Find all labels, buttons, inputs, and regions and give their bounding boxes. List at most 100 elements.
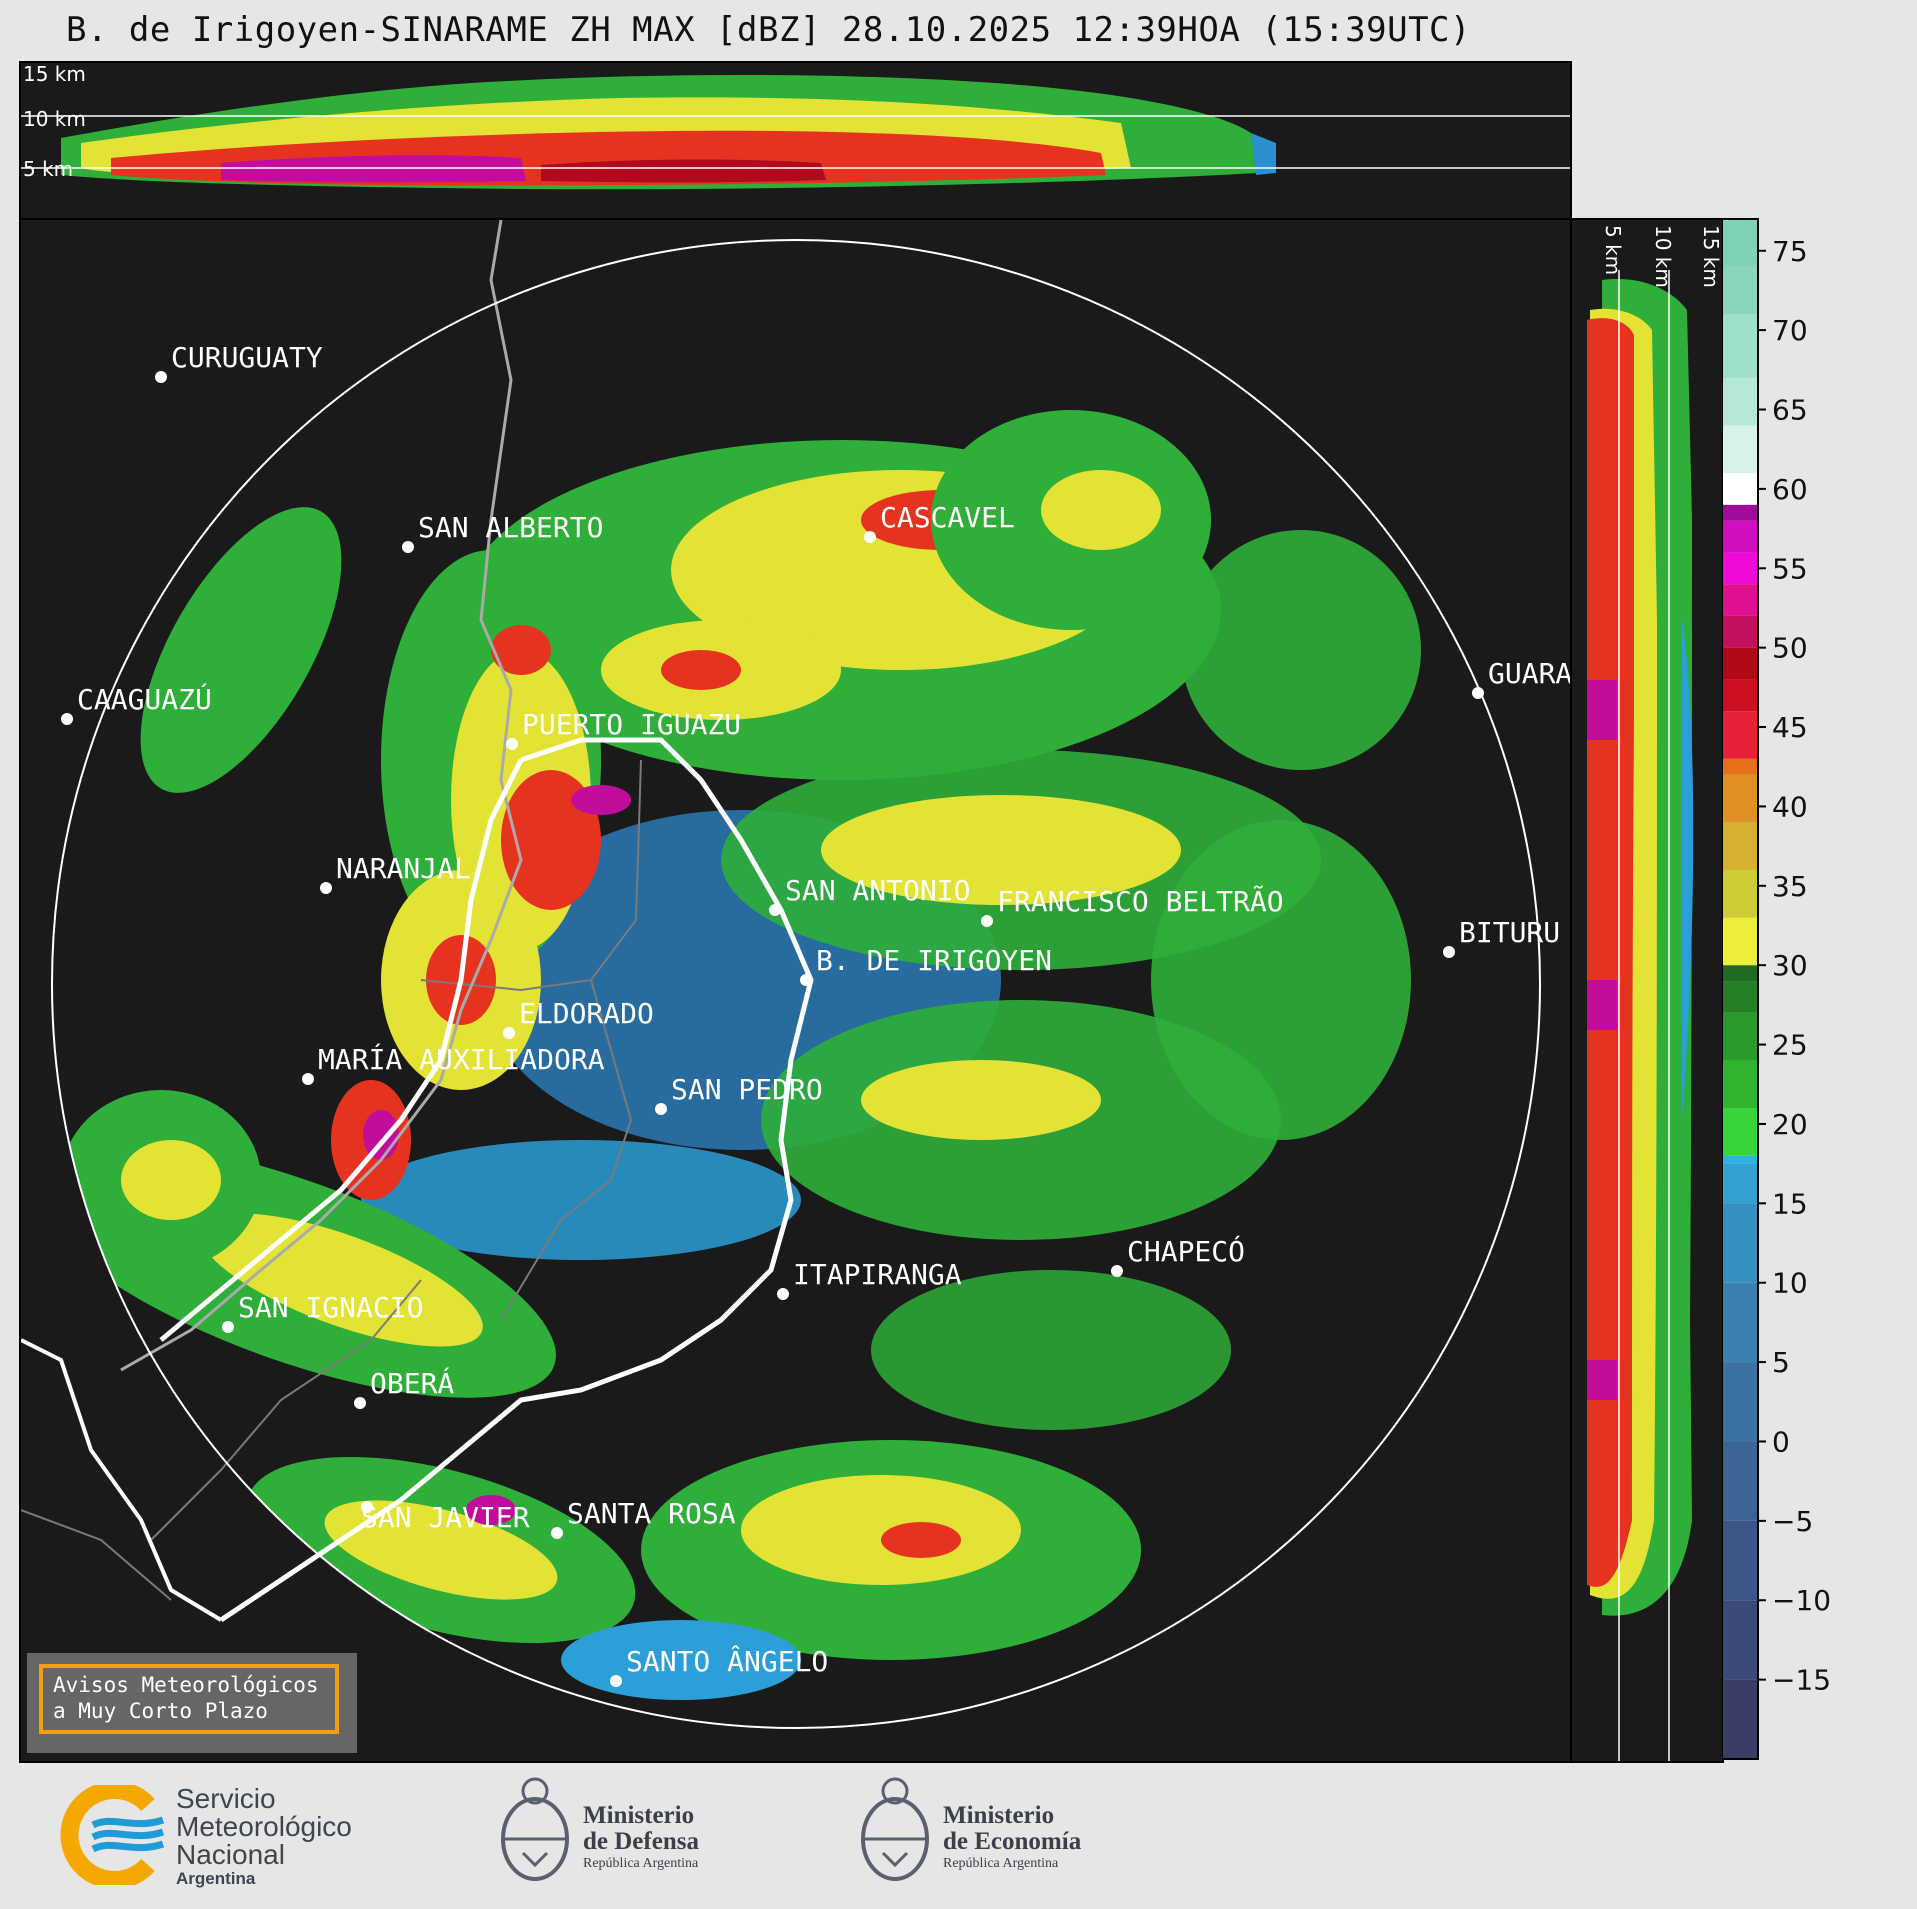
- city-francisco-beltrao[interactable]: FRANCISCO BELTRÃO: [997, 885, 1284, 918]
- side-alt-15: 15 km: [1699, 225, 1722, 288]
- colorbar-segment: [1722, 1362, 1758, 1442]
- smn-emblem-icon: [60, 1785, 165, 1885]
- city-b-de-irigoyen[interactable]: B. DE IRIGOYEN: [816, 944, 1052, 977]
- side-cross-section: 5 km 10 km 15 km: [1570, 218, 1724, 1763]
- colorbar-segment: [1722, 711, 1758, 759]
- colorbar-tick-label: −10: [1772, 1584, 1831, 1617]
- colorbar-tick-label: 15: [1772, 1187, 1808, 1220]
- city-san-pedro[interactable]: SAN PEDRO: [671, 1073, 823, 1106]
- defensa-line-2: de Defensa: [583, 1828, 699, 1855]
- colorbar-segment: [1722, 1203, 1758, 1283]
- colorbar-segment: [1722, 1441, 1758, 1521]
- top-alt-5: 5 km: [23, 157, 73, 181]
- national-shield-icon: [861, 1777, 929, 1881]
- state-borders: [21, 759, 642, 1601]
- colorbar-segment: [1722, 520, 1758, 553]
- colorbar-segment: [1722, 219, 1758, 267]
- top-alt-15: 15 km: [23, 63, 86, 86]
- defensa-logo: Ministerio de Defensa República Argentin…: [495, 1773, 755, 1898]
- range-ring: [51, 239, 1541, 1729]
- city-puerto-iguazu[interactable]: PUERTO IGUAZU: [522, 708, 741, 741]
- top-cross-section: 15 km 10 km 5 km: [19, 61, 1572, 220]
- city-maria-auxiliadora[interactable]: MARÍA AUXILIADORA: [318, 1042, 605, 1076]
- colorbar-segment: [1722, 1163, 1758, 1204]
- parana-river: [159, 758, 524, 1342]
- page-title: B. de Irigoyen-SINARAME ZH MAX [dBZ] 28.…: [66, 10, 1471, 50]
- economia-line-1: Ministerio: [943, 1802, 1055, 1829]
- smn-line-4: Argentina: [176, 1869, 256, 1888]
- colorbar-segments: [1722, 219, 1758, 1759]
- paraguay-border: [120, 220, 523, 1372]
- city-san-alberto[interactable]: SAN ALBERTO: [418, 511, 603, 544]
- colorbar-segment: [1722, 1600, 1758, 1680]
- colorbar-tick-label: −5: [1772, 1505, 1813, 1538]
- colorbar-tick-label: 60: [1772, 473, 1808, 506]
- city-itapiranga[interactable]: ITAPIRANGA: [793, 1258, 962, 1291]
- colorbar-tick-label: 45: [1772, 711, 1808, 744]
- city-markers[interactable]: CURUGUATY SAN ALBERTO CASCAVEL CAAGUAZÚ …: [61, 341, 1570, 1687]
- reflectivity-echoes: [52, 410, 1421, 1700]
- colorbar-segment: [1722, 774, 1758, 823]
- colorbar-segment: [1722, 822, 1758, 870]
- colorbar-tick-label: 0: [1772, 1425, 1790, 1458]
- radar-map[interactable]: CURUGUATY SAN ALBERTO CASCAVEL CAAGUAZÚ …: [19, 218, 1572, 1763]
- colorbar-segment: [1722, 314, 1758, 378]
- city-caaguazu[interactable]: CAAGUAZÚ: [77, 682, 212, 716]
- smn-line-3: Nacional: [176, 1839, 285, 1870]
- colorbar-tick-label: 5: [1772, 1346, 1790, 1379]
- top-alt-10: 10 km: [23, 107, 86, 131]
- alert-button[interactable]: Avisos Meteorológicos a Muy Corto Plazo: [27, 1653, 357, 1753]
- colorbar-segment: [1722, 377, 1758, 426]
- colorbar-segment: [1722, 615, 1758, 648]
- colorbar-segment: [1722, 1679, 1758, 1759]
- smn-line-2: Meteorológico: [176, 1811, 352, 1842]
- colorbar-segment: [1722, 679, 1758, 712]
- colorbar-segment: [1722, 552, 1758, 585]
- colorbar-segment: [1722, 1282, 1758, 1363]
- colorbar-segment: [1722, 1012, 1758, 1061]
- city-santo-angelo[interactable]: SANTO ÂNGELO: [626, 1644, 828, 1678]
- colorbar-tick-label: 75: [1772, 235, 1808, 268]
- economia-line-2: de Economía: [943, 1828, 1082, 1855]
- city-eldorado[interactable]: ELDORADO: [519, 997, 654, 1030]
- colorbar-tick-label: 35: [1772, 870, 1808, 903]
- brazil-border: [219, 737, 814, 1623]
- colorbar-segment: [1722, 917, 1758, 966]
- city-curuguaty[interactable]: CURUGUATY: [171, 341, 323, 374]
- city-san-ignacio[interactable]: SAN IGNACIO: [238, 1291, 423, 1324]
- city-san-antonio[interactable]: SAN ANTONIO: [785, 874, 970, 907]
- colorbar-segment: [1722, 869, 1758, 918]
- colorbar-tick-label: 20: [1772, 1108, 1808, 1141]
- alert-line-1: Avisos Meteorológicos: [53, 1673, 319, 1697]
- city-bituru[interactable]: BITURU: [1459, 916, 1560, 949]
- alert-line-2: a Muy Corto Plazo: [53, 1699, 268, 1723]
- alert-button-frame[interactable]: Avisos Meteorológicos a Muy Corto Plazo: [39, 1664, 339, 1734]
- smn-line-1: Servicio: [176, 1783, 276, 1814]
- colorbar-tick-label: 65: [1772, 394, 1808, 427]
- city-obera[interactable]: OBERÁ: [370, 1366, 454, 1400]
- city-san-javier[interactable]: SAN JAVIER: [361, 1501, 530, 1534]
- colorbar-segment: [1722, 1060, 1758, 1109]
- colorbar-segment: [1722, 1520, 1758, 1601]
- colorbar-segment: [1722, 981, 1758, 1013]
- city-santa-rosa[interactable]: SANTA ROSA: [567, 1497, 736, 1530]
- colorbar-segment: [1722, 1155, 1758, 1164]
- economia-logo: Ministerio de Economía República Argenti…: [855, 1773, 1135, 1898]
- corrientes-border: [21, 1338, 223, 1622]
- city-cascavel[interactable]: CASCAVEL: [880, 501, 1015, 534]
- colorbar-tick-label: 70: [1772, 314, 1808, 347]
- defensa-line-3: República Argentina: [583, 1856, 699, 1871]
- smn-logo: Servicio Meteorológico Nacional Argentin…: [58, 1783, 398, 1888]
- side-alt-5: 5 km: [1601, 225, 1625, 275]
- colorbar-segment: [1722, 425, 1758, 474]
- city-chapeco[interactable]: CHAPECÓ: [1127, 1234, 1245, 1268]
- colorbar-segment: [1722, 584, 1758, 616]
- city-naranjal[interactable]: NARANJAL: [336, 852, 471, 885]
- colorbar-segment: [1722, 266, 1758, 315]
- side-alt-10: 10 km: [1651, 225, 1675, 288]
- colorbar-segment: [1722, 758, 1758, 775]
- colorbar-tick-label: 40: [1772, 790, 1808, 823]
- city-guara[interactable]: GUARA: [1488, 657, 1570, 690]
